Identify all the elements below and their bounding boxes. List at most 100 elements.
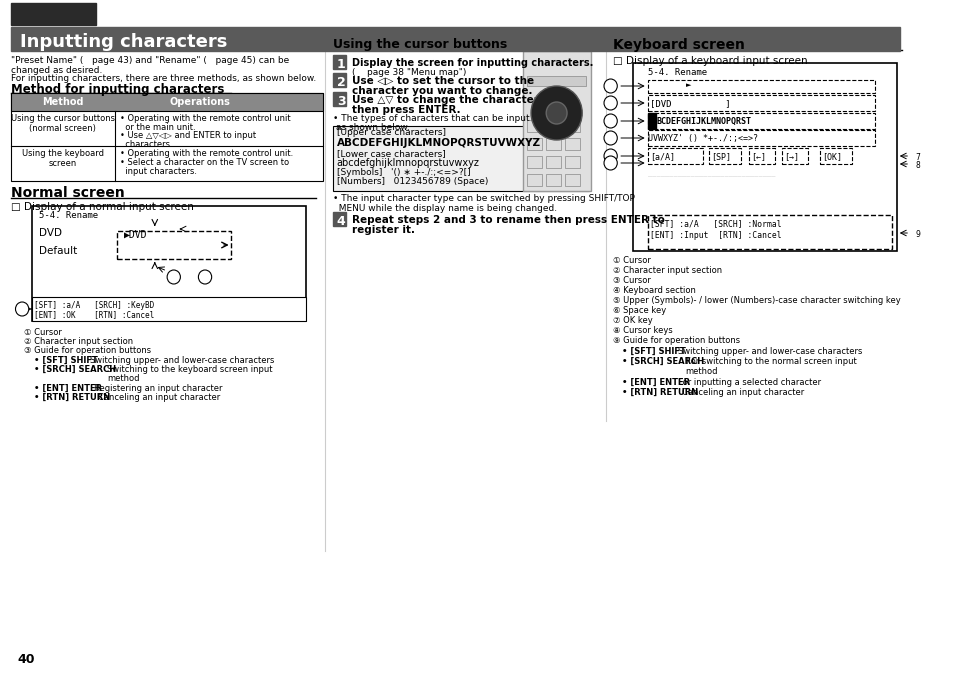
Text: 5-4. Rename: 5-4. Rename — [39, 211, 98, 220]
Bar — [708, 148, 740, 164]
Text: Repeat steps 2 and 3 to rename then press ENTER to: Repeat steps 2 and 3 to rename then pres… — [352, 215, 664, 225]
Bar — [527, 174, 542, 186]
Bar — [31, 297, 306, 321]
Text: character you want to change.: character you want to change. — [352, 86, 532, 96]
Bar — [564, 138, 579, 150]
Bar — [647, 148, 701, 164]
Circle shape — [603, 114, 617, 128]
Bar — [10, 3, 96, 25]
Circle shape — [910, 149, 923, 163]
Text: [Upper case characters]: [Upper case characters] — [336, 128, 445, 137]
Bar — [748, 148, 774, 164]
Bar — [564, 156, 579, 168]
Text: 3: 3 — [20, 306, 25, 315]
Text: Registering an input character: Registering an input character — [94, 384, 222, 393]
Text: 1: 1 — [172, 274, 176, 283]
Text: abcdefghijklmnopqrstuvwxyz: abcdefghijklmnopqrstuvwxyz — [336, 158, 479, 168]
Text: • The input character type can be switched by pressing SHIFT/TOP: • The input character type can be switch… — [333, 194, 634, 203]
Text: 8: 8 — [914, 161, 919, 170]
Text: Use ◁▷ to set the cursor to the: Use ◁▷ to set the cursor to the — [352, 76, 534, 86]
Text: • [ENT] ENTER: • [ENT] ENTER — [621, 378, 689, 387]
Circle shape — [603, 149, 617, 163]
Text: Using the cursor buttons: Using the cursor buttons — [333, 38, 507, 51]
Bar — [527, 120, 542, 132]
Bar — [564, 120, 579, 132]
Bar — [527, 76, 585, 86]
Bar — [10, 93, 323, 181]
Text: ⑧ Cursor keys: ⑧ Cursor keys — [612, 326, 672, 335]
Text: • Operating with the remote control unit: • Operating with the remote control unit — [120, 114, 290, 123]
Text: 2: 2 — [336, 76, 345, 89]
Text: ② Character input section: ② Character input section — [24, 337, 133, 346]
Circle shape — [15, 302, 29, 316]
Circle shape — [198, 270, 212, 284]
Text: ⑤ Upper (Symbols)- / lower (Numbers)-case character switching key: ⑤ Upper (Symbols)- / lower (Numbers)-cas… — [612, 296, 900, 305]
Bar — [647, 95, 874, 111]
Text: BCDEFGHIJKLMNOPQRST: BCDEFGHIJKLMNOPQRST — [656, 117, 750, 126]
Text: For switching to the normal screen input: For switching to the normal screen input — [685, 357, 856, 366]
Bar — [333, 73, 346, 87]
Text: ⑥ Space key: ⑥ Space key — [612, 306, 665, 315]
Text: then press ENTER.: then press ENTER. — [352, 105, 460, 115]
Text: 40: 40 — [17, 653, 35, 666]
Bar — [333, 92, 346, 106]
Text: • The types of characters that can be input are: • The types of characters that can be in… — [333, 114, 546, 123]
Bar — [522, 51, 590, 191]
Text: 4: 4 — [336, 215, 345, 228]
Circle shape — [910, 226, 923, 240]
Text: (    page 38 "Menu map"): ( page 38 "Menu map") — [352, 68, 466, 77]
Text: ▲: ▲ — [554, 93, 558, 99]
Bar — [333, 126, 588, 191]
Text: 2: 2 — [202, 274, 207, 283]
Bar — [527, 156, 542, 168]
Bar — [781, 148, 807, 164]
Text: • Operating with the remote control unit.: • Operating with the remote control unit… — [120, 149, 293, 158]
Text: Canceling an input character: Canceling an input character — [98, 393, 220, 402]
Text: ⑦ OK key: ⑦ OK key — [612, 316, 652, 325]
Text: • [SRCH] SEARCH: • [SRCH] SEARCH — [34, 365, 116, 374]
Circle shape — [603, 96, 617, 110]
Circle shape — [603, 79, 617, 93]
Circle shape — [910, 157, 923, 171]
Text: Use △▽ to change the character,: Use △▽ to change the character, — [352, 95, 540, 105]
Text: changed as desired.: changed as desired. — [10, 66, 102, 75]
Text: method: method — [108, 374, 140, 383]
Bar — [117, 231, 231, 259]
Text: 4: 4 — [608, 135, 613, 144]
Circle shape — [603, 156, 617, 170]
Text: ►: ► — [570, 110, 575, 116]
Text: Display the screen for inputting characters.: Display the screen for inputting charact… — [352, 58, 593, 68]
Text: • [ENT] ENTER: • [ENT] ENTER — [34, 384, 103, 393]
Text: [OK]: [OK] — [821, 152, 841, 161]
Text: "Preset Name" (   page 43) and "Rename" (   page 45) can be: "Preset Name" ( page 43) and "Rename" ( … — [10, 56, 289, 65]
Text: ▼: ▼ — [554, 127, 558, 133]
Text: 9: 9 — [914, 230, 920, 239]
Bar — [546, 156, 560, 168]
Text: ⑨ Guide for operation buttons: ⑨ Guide for operation buttons — [612, 336, 739, 345]
Text: [SFT] :a/A   [SRCH] :KeyBD: [SFT] :a/A [SRCH] :KeyBD — [34, 301, 154, 310]
Bar — [564, 174, 579, 186]
Text: ENGLISH: ENGLISH — [17, 8, 69, 18]
Text: [Lower case characters]: [Lower case characters] — [336, 149, 445, 158]
Text: ② Character input section: ② Character input section — [612, 266, 720, 275]
Text: ◄: ◄ — [537, 110, 542, 116]
Text: (normal screen): (normal screen) — [30, 124, 96, 133]
Text: as shown below.: as shown below. — [335, 123, 409, 132]
Circle shape — [603, 131, 617, 145]
Bar — [333, 55, 346, 69]
Text: UVWXYZ' () *+-./:;<=>?: UVWXYZ' () *+-./:;<=>? — [647, 134, 757, 143]
Text: 5-4. Rename: 5-4. Rename — [647, 68, 706, 77]
Text: characters.: characters. — [120, 140, 172, 149]
Bar — [527, 138, 542, 150]
Text: For inputting characters, there are three methods, as shown below.: For inputting characters, there are thre… — [10, 74, 315, 83]
Text: Canceling an input character: Canceling an input character — [681, 388, 803, 397]
Circle shape — [167, 270, 180, 284]
Text: ③ Guide for operation buttons: ③ Guide for operation buttons — [24, 346, 151, 355]
Text: [SP]: [SP] — [710, 152, 730, 161]
Text: 1: 1 — [336, 58, 345, 71]
Text: Normal screen: Normal screen — [10, 186, 125, 200]
Text: Inputting characters: Inputting characters — [20, 33, 228, 51]
Text: ① Cursor: ① Cursor — [612, 256, 650, 265]
Text: ③ Cursor: ③ Cursor — [612, 276, 650, 285]
Bar — [647, 215, 891, 249]
